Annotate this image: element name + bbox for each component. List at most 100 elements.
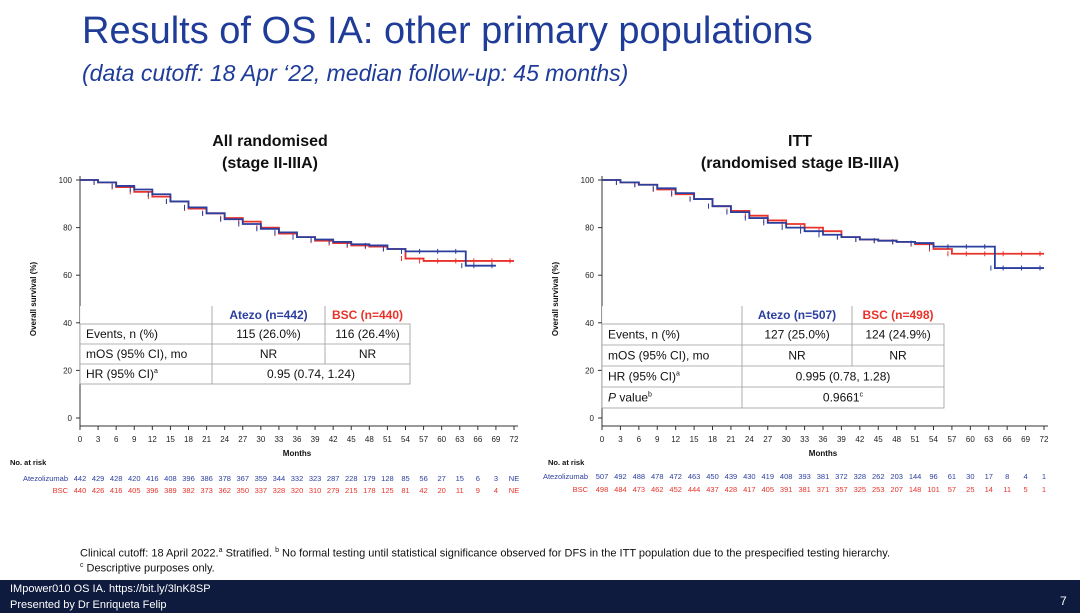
- chart2-y-tick-label: 100: [581, 176, 595, 185]
- chart1-risk-value: 396: [182, 474, 195, 483]
- footer-reference-link[interactable]: IMpower010 OS IA. https://bit.ly/3lnK8SP: [10, 583, 211, 595]
- chart2-x-tick-label: 9: [655, 435, 660, 444]
- chart2-risk-value: 8: [1005, 472, 1009, 481]
- chart2-risk-value: 428: [725, 485, 738, 494]
- chart2-risk-value: 437: [706, 485, 719, 494]
- chart2-x-tick-label: 6: [637, 435, 642, 444]
- chart2-x-tick-label: 30: [782, 435, 791, 444]
- chart1-risk-value: 396: [146, 486, 159, 495]
- chart1-risk-value: 362: [218, 486, 231, 495]
- chart1-table-row-label: mOS (95% CI), mo: [86, 347, 188, 361]
- chart2-table-header-bg: [602, 306, 944, 324]
- chart1-x-tick-label: 69: [491, 435, 500, 444]
- chart1-risk-value: 85: [401, 474, 409, 483]
- chart1-risk-value: 373: [200, 486, 213, 495]
- chart2-x-tick-label: 39: [837, 435, 846, 444]
- chart2-x-tick-label: 48: [892, 435, 901, 444]
- chart2-risk-value: 1: [1042, 485, 1046, 494]
- chart1-risk-value: 416: [146, 474, 159, 483]
- chart1-x-tick-label: 30: [256, 435, 265, 444]
- chart1-risk-value: 442: [74, 474, 87, 483]
- chart1-risk-value: 3: [494, 474, 498, 483]
- chart2-risk-value: 391: [780, 485, 793, 494]
- chart2-x-tick-label: 72: [1040, 435, 1049, 444]
- chart1-risk-value: 382: [182, 486, 195, 495]
- chart2-y-tick-label: 80: [585, 224, 594, 233]
- chart1-risk-value: 56: [419, 474, 427, 483]
- chart1-x-tick-label: 21: [202, 435, 211, 444]
- chart2-risk-value: 430: [743, 472, 756, 481]
- chart1-risk-value: NE: [509, 474, 519, 483]
- chart1-x-tick-label: 6: [114, 435, 119, 444]
- chart1-risk-value: 359: [255, 474, 268, 483]
- chart2-table-atezo-value: NR: [788, 349, 806, 363]
- chart2-risk-value: 5: [1023, 485, 1027, 494]
- chart2-risk-value: 462: [651, 485, 664, 494]
- chart2-risk-value: 498: [596, 485, 609, 494]
- chart2-risk-value: 417: [743, 485, 756, 494]
- chart2-x-tick-label: 57: [947, 435, 956, 444]
- chart2-table-label-sup: b: [648, 392, 652, 399]
- footer-bar: [0, 580, 1080, 613]
- chart2-risk-value: 262: [872, 472, 885, 481]
- footnote-descriptive: Descriptive purposes only.: [83, 562, 215, 575]
- chart1-risk-value: 125: [381, 486, 394, 495]
- chart1-x-tick-label: 3: [96, 435, 101, 444]
- chart1-risk-value: 228: [345, 474, 358, 483]
- chart2-x-tick-label: 3: [618, 435, 623, 444]
- chart2-table-row-label: P valueb: [608, 391, 652, 405]
- chart2-x-tick-label: 21: [726, 435, 735, 444]
- chart1-x-tick-label: 42: [329, 435, 338, 444]
- slide-title: Results of OS IA: other primary populati…: [82, 10, 813, 52]
- chart2-risk-value: 328: [854, 472, 867, 481]
- chart1-series-bsc-line: [80, 179, 514, 262]
- chart1-risk-value: 328: [273, 486, 286, 495]
- chart1-risk-value: 279: [327, 486, 340, 495]
- chart1-table-row-label: Events, n (%): [86, 327, 158, 341]
- chart1-x-tick-label: 66: [473, 435, 482, 444]
- chart1-series-atezo-line: [80, 179, 496, 267]
- chart2-x-tick-label: 33: [800, 435, 809, 444]
- chart2-x-tick-label: 0: [600, 435, 605, 444]
- chart2-risk-value: 14: [985, 485, 993, 494]
- chart1-x-tick-label: 60: [437, 435, 446, 444]
- chart2-table-bsc-value: NR: [889, 349, 907, 363]
- chart2-risk-value: 463: [688, 472, 701, 481]
- chart2-table-col-bsc: BSC (n=498): [862, 308, 933, 322]
- chart1-risk-value: 6: [476, 474, 480, 483]
- chart2-x-tick-label: 36: [819, 435, 828, 444]
- chart2-x-tick-label: 51: [911, 435, 920, 444]
- chart1-y-tick-label: 60: [63, 271, 72, 280]
- chart2-risk-value: 17: [985, 472, 993, 481]
- chart1-x-tick-label: 18: [184, 435, 193, 444]
- chart1-y-tick-label: 80: [63, 224, 72, 233]
- chart2-table-row-label: HR (95% CI)a: [608, 370, 680, 384]
- chart1-risk-value: 323: [309, 474, 322, 483]
- chart1-x-tick-label: 9: [132, 435, 137, 444]
- chart1-x-tick-label: 72: [510, 435, 519, 444]
- chart1-y-tick-label: 100: [59, 176, 73, 185]
- chart2-risk-value: 61: [948, 472, 956, 481]
- chart2-risk-value: 478: [651, 472, 664, 481]
- chart1-risk-value: NE: [509, 486, 519, 495]
- chart1-risk-value: 27: [437, 474, 445, 483]
- chart2-x-tick-label: 60: [966, 435, 975, 444]
- chart2-x-tick-label: 27: [763, 435, 772, 444]
- chart2-table-merged-value: 0.995 (0.78, 1.28): [796, 370, 891, 384]
- chart2-y-tick-label: 60: [585, 271, 594, 280]
- chart1-risk-value: 15: [456, 474, 464, 483]
- chart2-x-tick-label: 69: [1021, 435, 1030, 444]
- chart2-x-tick-label: 42: [855, 435, 864, 444]
- chart2-x-tick-label: 63: [984, 435, 993, 444]
- chart2-risk-value: 405: [761, 485, 774, 494]
- chart2-x-tick-label: 54: [929, 435, 938, 444]
- chart1-risk-value: 405: [128, 486, 141, 495]
- chart2-risk-header: No. at risk: [548, 458, 585, 467]
- chart1-risk-value: 420: [128, 474, 141, 483]
- chart1-risk-value: 440: [74, 486, 87, 495]
- chart2-y-tick-label: 0: [590, 414, 595, 423]
- chart2-risk-value: 439: [725, 472, 738, 481]
- chart2-risk-value: 325: [854, 485, 867, 494]
- chart1-risk-value: 81: [401, 486, 409, 495]
- chart1-table-col-atezo: Atezo (n=442): [229, 308, 307, 322]
